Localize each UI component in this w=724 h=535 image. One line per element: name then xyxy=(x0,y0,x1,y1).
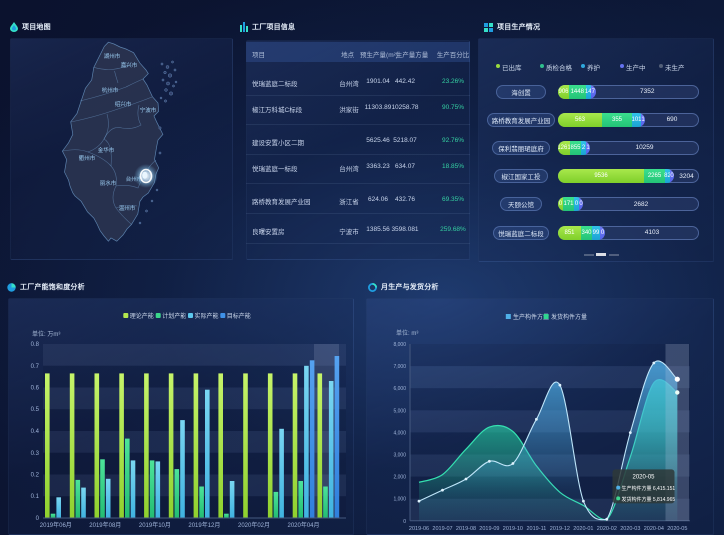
svg-text:2019年08月: 2019年08月 xyxy=(89,521,121,529)
svg-text:0.2: 0.2 xyxy=(31,473,40,479)
svg-text:2019年10月: 2019年10月 xyxy=(139,521,171,529)
svg-text:0: 0 xyxy=(36,516,40,522)
svg-text:0.8: 0.8 xyxy=(31,342,40,348)
svg-text:2020-05: 2020-05 xyxy=(632,475,655,481)
svg-text:嘉兴市: 嘉兴市 xyxy=(121,61,138,69)
svg-text:2,000: 2,000 xyxy=(393,475,406,481)
svg-text:理论产能: 理论产能 xyxy=(130,312,154,320)
svg-text:2020年04月: 2020年04月 xyxy=(287,521,319,529)
svg-text:丽水市: 丽水市 xyxy=(100,179,117,187)
svg-text:温州市: 温州市 xyxy=(119,204,136,212)
svg-text:2019年06月: 2019年06月 xyxy=(40,521,72,529)
svg-text:0.3: 0.3 xyxy=(31,451,40,457)
svg-text:单位: m³: 单位: m³ xyxy=(396,329,418,337)
svg-text:2020年02月: 2020年02月 xyxy=(238,521,270,529)
svg-text:0.6: 0.6 xyxy=(31,386,40,392)
svg-text:2019-08: 2019-08 xyxy=(456,526,476,532)
svg-text:2019-07: 2019-07 xyxy=(432,526,452,532)
svg-text:0.1: 0.1 xyxy=(31,494,40,500)
svg-text:1,000: 1,000 xyxy=(393,497,406,503)
svg-text:0.4: 0.4 xyxy=(31,429,40,435)
svg-text:8,000: 8,000 xyxy=(393,342,406,348)
svg-text:发货构件方量 5,814.965: 发货构件方量 5,814.965 xyxy=(622,496,676,503)
svg-text:台州市: 台州市 xyxy=(126,175,143,183)
svg-text:4,000: 4,000 xyxy=(393,430,406,436)
svg-text:湖州市: 湖州市 xyxy=(104,52,121,60)
svg-text:金华市: 金华市 xyxy=(98,146,115,154)
svg-text:2019-10: 2019-10 xyxy=(503,526,523,532)
svg-text:目标产能: 目标产能 xyxy=(227,312,251,320)
svg-text:2019-11: 2019-11 xyxy=(527,526,547,532)
svg-text:衢州市: 衢州市 xyxy=(79,154,96,162)
svg-text:0.5: 0.5 xyxy=(31,407,40,413)
svg-text:2020-04: 2020-04 xyxy=(644,526,664,532)
svg-text:2019年12月: 2019年12月 xyxy=(188,521,220,529)
svg-text:2019-12: 2019-12 xyxy=(550,526,570,532)
svg-text:2020-01: 2020-01 xyxy=(573,526,593,532)
svg-text:生产构件方量 6,415.151: 生产构件方量 6,415.151 xyxy=(622,485,676,492)
svg-text:5,000: 5,000 xyxy=(393,408,406,414)
svg-text:7,000: 7,000 xyxy=(393,364,406,370)
svg-text:杭州市: 杭州市 xyxy=(102,86,119,94)
svg-text:2019-09: 2019-09 xyxy=(479,526,499,532)
svg-text:计划产能: 计划产能 xyxy=(162,312,186,320)
svg-text:宁波市: 宁波市 xyxy=(140,106,157,114)
svg-text:实际产能: 实际产能 xyxy=(195,312,219,320)
svg-text:6,000: 6,000 xyxy=(393,386,406,392)
svg-text:0.7: 0.7 xyxy=(31,364,40,370)
svg-text:2020-02: 2020-02 xyxy=(597,526,617,532)
svg-text:发货构件方量: 发货构件方量 xyxy=(551,313,587,321)
svg-text:3,000: 3,000 xyxy=(393,453,406,459)
svg-text:2019-06: 2019-06 xyxy=(409,526,429,532)
svg-text:单位: 万m³: 单位: 万m³ xyxy=(32,330,60,338)
svg-text:0: 0 xyxy=(403,519,406,525)
svg-text:绍兴市: 绍兴市 xyxy=(115,100,132,108)
svg-text:2020-05: 2020-05 xyxy=(667,526,687,532)
svg-text:2020-03: 2020-03 xyxy=(620,526,640,532)
svg-text:生产构件方量: 生产构件方量 xyxy=(513,313,549,321)
